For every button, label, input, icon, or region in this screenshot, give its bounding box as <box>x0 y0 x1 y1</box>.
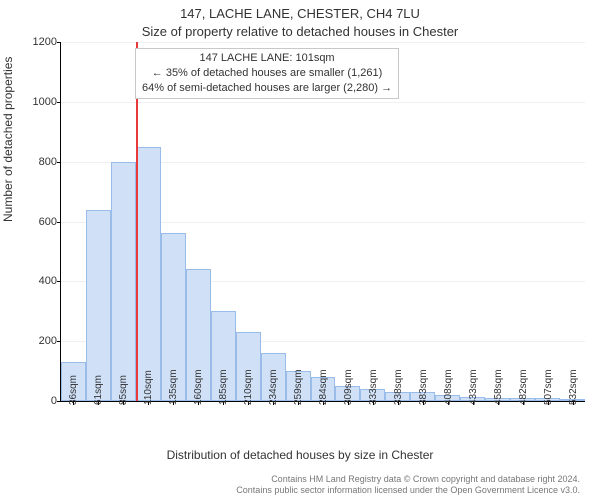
callout-line-3: 64% of semi-detached houses are larger (… <box>142 81 392 96</box>
y-tick-mark <box>57 162 61 163</box>
x-tick-label: 160sqm <box>193 369 204 405</box>
footer-line-2: Contains public sector information licen… <box>236 485 580 495</box>
y-tick-mark <box>57 222 61 223</box>
callout-box: 147 LACHE LANE: 101sqm← 35% of detached … <box>135 48 399 99</box>
y-tick-mark <box>57 341 61 342</box>
x-tick-label: 210sqm <box>243 369 254 405</box>
bar <box>136 147 161 401</box>
x-tick-label: 259sqm <box>293 369 304 405</box>
x-tick-label: 507sqm <box>543 369 554 405</box>
y-axis-label: Number of detached properties <box>1 57 15 222</box>
y-tick-mark <box>57 401 61 402</box>
y-tick-mark <box>57 281 61 282</box>
x-axis-label: Distribution of detached houses by size … <box>0 448 600 462</box>
x-tick-label: 135sqm <box>168 369 179 405</box>
x-tick-label: 383sqm <box>418 369 429 405</box>
bar <box>111 162 136 401</box>
x-tick-label: 309sqm <box>343 369 354 405</box>
callout-line-2: ← 35% of detached houses are smaller (1,… <box>142 66 392 81</box>
x-tick-label: 36sqm <box>68 375 79 405</box>
y-tick-label: 0 <box>51 395 57 407</box>
x-tick-label: 338sqm <box>393 369 404 405</box>
callout-line-1: 147 LACHE LANE: 101sqm <box>142 51 392 66</box>
gridline <box>61 102 585 103</box>
title-line-2: Size of property relative to detached ho… <box>0 24 600 39</box>
footer-attribution: Contains HM Land Registry data © Crown c… <box>0 474 600 497</box>
x-tick-label: 433sqm <box>468 369 479 405</box>
bar <box>86 210 111 401</box>
x-tick-label: 110sqm <box>143 370 154 405</box>
y-tick-mark <box>57 102 61 103</box>
x-tick-label: 458sqm <box>493 369 504 405</box>
footer-line-1: Contains HM Land Registry data © Crown c… <box>271 474 580 484</box>
x-tick-label: 482sqm <box>518 369 529 405</box>
x-tick-label: 185sqm <box>218 369 229 405</box>
plot-area: 02004006008001000120036sqm61sqm85sqm110s… <box>60 42 585 402</box>
x-tick-label: 61sqm <box>93 375 104 405</box>
x-tick-label: 333sqm <box>368 369 379 405</box>
y-tick-label: 200 <box>39 335 57 347</box>
title-line-1: 147, LACHE LANE, CHESTER, CH4 7LU <box>0 6 600 21</box>
x-tick-label: 234sqm <box>268 369 279 405</box>
y-tick-label: 600 <box>39 216 57 228</box>
y-tick-label: 1200 <box>33 36 57 48</box>
y-tick-mark <box>57 42 61 43</box>
y-tick-label: 400 <box>39 275 57 287</box>
x-tick-label: 85sqm <box>118 375 129 405</box>
x-tick-label: 284sqm <box>318 369 329 405</box>
y-tick-label: 800 <box>39 156 57 168</box>
x-tick-label: 408sqm <box>443 369 454 405</box>
x-tick-label: 532sqm <box>568 369 579 405</box>
gridline <box>61 42 585 43</box>
y-tick-label: 1000 <box>33 96 57 108</box>
